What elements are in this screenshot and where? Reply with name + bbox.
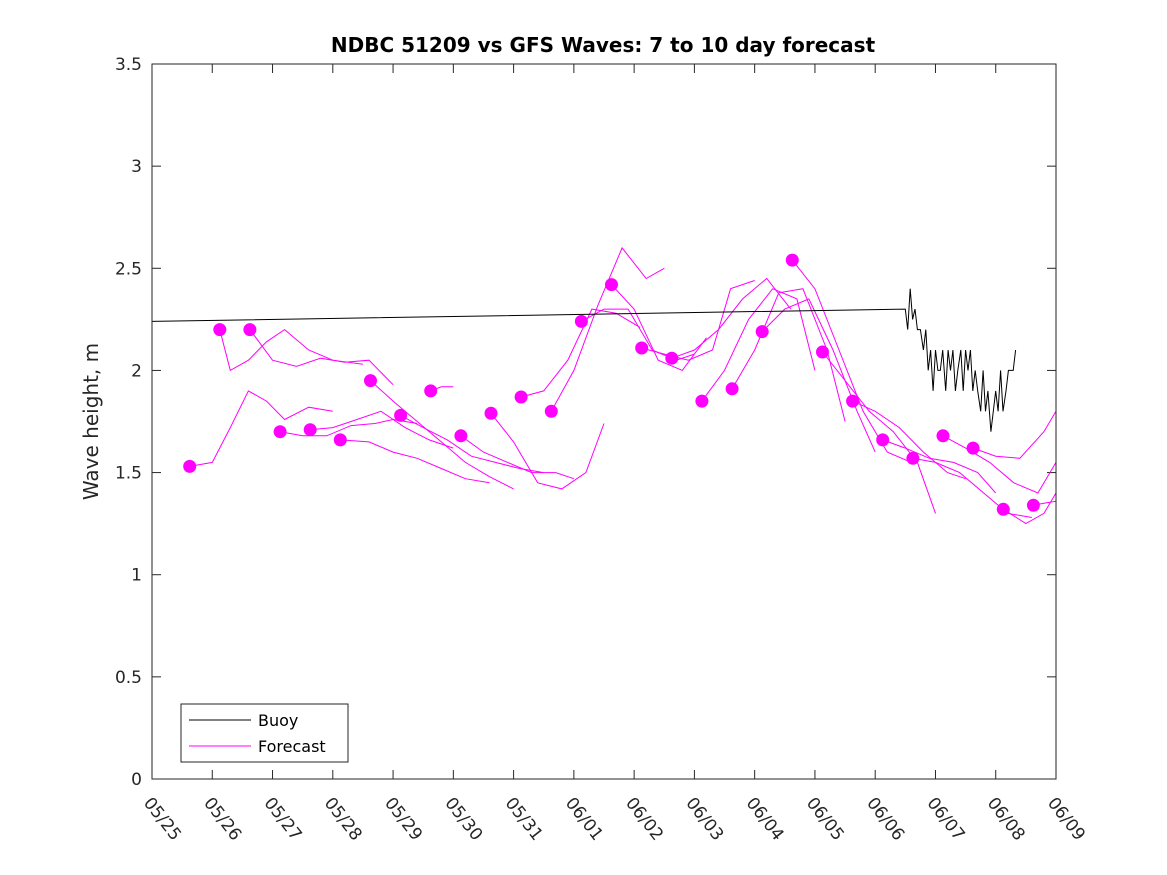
forecast-point [333, 433, 347, 447]
y-tick-label: 3 [131, 157, 142, 177]
x-tick-label: 06/08 [983, 794, 1029, 845]
forecast-point [454, 429, 468, 443]
buoy-line [151, 288, 1017, 432]
forecast-point [635, 341, 649, 355]
y-axis: 0 0.5 1 1.5 2 2.5 3 3.5 [115, 55, 1056, 790]
forecast-point [213, 323, 227, 337]
legend-box [180, 703, 349, 763]
plot-area [152, 64, 1056, 779]
plot-frame [151, 63, 1057, 780]
y-tick-label: 0 [131, 770, 142, 790]
forecast-point [785, 253, 799, 267]
forecast-point [574, 314, 588, 328]
forecast-line [340, 439, 490, 484]
x-tick-label: 05/30 [440, 794, 486, 845]
x-tick-label: 05/27 [260, 794, 306, 845]
forecast-point [755, 325, 769, 339]
forecast-point [394, 408, 408, 422]
forecast-point [936, 429, 950, 443]
forecast-line [671, 277, 792, 359]
forecast-point [544, 404, 558, 418]
x-tick-label: 06/03 [681, 794, 727, 845]
forecast-line [882, 439, 997, 494]
legend: Buoy Forecast [180, 703, 349, 763]
forecast-point [1026, 498, 1040, 512]
forecast-line [400, 414, 544, 474]
forecast-point [816, 345, 829, 359]
series-layer [151, 246, 1057, 525]
x-tick-label: 05/25 [139, 794, 185, 845]
forecast-point [183, 459, 197, 473]
x-tick-label: 06/05 [802, 794, 848, 845]
forecast-line [761, 298, 876, 453]
forecast-point [243, 323, 257, 337]
forecast-line [550, 246, 665, 412]
forecast-point [876, 433, 890, 447]
x-tick-label: 06/02 [621, 794, 667, 845]
forecast-line [370, 380, 514, 490]
forecast-point [966, 441, 980, 455]
forecast-line [852, 400, 966, 480]
forecast-point [484, 406, 498, 420]
x-tick-label: 06/09 [1043, 794, 1089, 845]
forecast-line [490, 412, 605, 490]
forecast-line [972, 411, 1057, 459]
forecast-line [310, 410, 454, 449]
forecast-point [605, 278, 618, 292]
y-tick-label: 1 [131, 566, 142, 586]
forecast-line [791, 259, 912, 463]
forecast-line [520, 308, 641, 398]
forecast-point [424, 384, 438, 398]
forecast-point [695, 394, 709, 408]
forecast-point [514, 390, 528, 404]
x-tick-label: 05/26 [199, 794, 245, 845]
forecast-line [460, 435, 575, 480]
forecast-line [189, 390, 333, 467]
forecast-point [725, 382, 739, 396]
forecast-line [912, 457, 1032, 518]
forecast-point [364, 374, 377, 388]
forecast-line [219, 328, 363, 372]
forecast-line [641, 280, 755, 361]
x-tick-label: 06/07 [923, 794, 969, 845]
forecast-line [942, 435, 1057, 494]
x-tick-label: 06/06 [862, 794, 908, 845]
x-tick-label: 06/01 [561, 794, 607, 845]
legend-forecast-label: Forecast [258, 737, 326, 756]
y-tick-label: 0.5 [115, 668, 142, 688]
forecast-line [822, 351, 936, 514]
y-tick-label: 3.5 [115, 55, 142, 75]
legend-buoy-label: Buoy [258, 711, 298, 730]
forecast-line [581, 308, 695, 361]
y-tick-label: 1.5 [115, 464, 142, 484]
forecast-point [996, 502, 1010, 516]
forecast-point [273, 425, 287, 439]
forecast-point [303, 423, 317, 437]
y-axis-label: Wave height, m [79, 343, 103, 500]
forecast-line [249, 329, 394, 386]
x-tick-label: 05/29 [380, 794, 426, 845]
forecast-point [665, 351, 679, 365]
forecast-line [1003, 492, 1057, 525]
chart-title: NDBC 51209 vs GFS Waves: 7 to 10 day for… [331, 33, 876, 57]
x-tick-label: 05/31 [501, 794, 547, 845]
forecast-point [846, 394, 860, 408]
y-tick-label: 2.5 [115, 259, 142, 279]
forecast-point [906, 451, 920, 465]
x-tick-label: 05/28 [320, 794, 366, 845]
y-tick-label: 2 [131, 361, 142, 381]
x-tick-label: 06/04 [742, 794, 788, 845]
